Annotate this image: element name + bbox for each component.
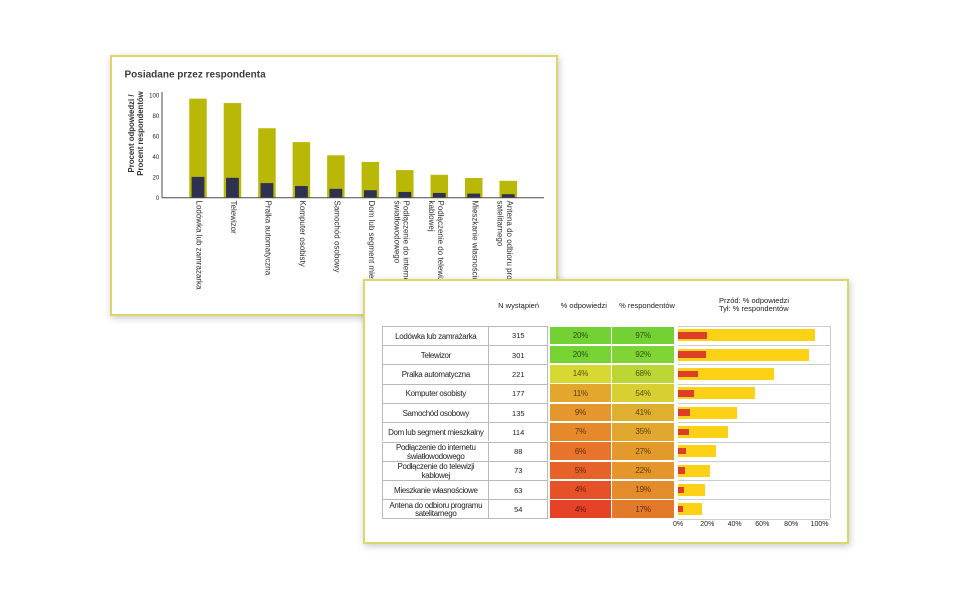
svg-text:Procent respondentów: Procent respondentów: [136, 90, 145, 175]
svg-text:Podłączenie do telewizji: Podłączenie do telewizji: [436, 201, 445, 286]
svg-text:Samochód osobowy: Samochód osobowy: [332, 201, 341, 273]
svg-text:Dom lub segment mieszkalny: Dom lub segment mieszkalny: [367, 201, 376, 305]
svg-text:0: 0: [156, 196, 160, 202]
svg-text:Lodówka lub zamrażarka: Lodówka lub zamrażarka: [195, 201, 204, 290]
svg-text:Komputer osobisty: Komputer osobisty: [298, 201, 307, 267]
svg-text:Procent odpowiedzi /: Procent odpowiedzi /: [127, 94, 136, 173]
svg-text:60: 60: [153, 135, 160, 141]
svg-text:Posiadane przez respondenta: Posiadane przez respondenta: [125, 70, 267, 81]
svg-text:80: 80: [153, 114, 160, 120]
svg-text:Pralka automatyczna: Pralka automatyczna: [263, 201, 272, 276]
svg-text:Telewizor: Telewizor: [229, 201, 238, 235]
svg-text:satelitarnego: satelitarnego: [496, 201, 505, 247]
svg-text:kablowej: kablowej: [427, 201, 436, 232]
svg-text:40: 40: [153, 155, 160, 161]
svg-text:Mieszkanie własnościowe: Mieszkanie własnościowe: [470, 201, 479, 293]
svg-text:100: 100: [149, 94, 160, 100]
svg-text:Antena do odbioru programu: Antena do odbioru programu: [505, 201, 514, 303]
svg-text:20: 20: [153, 176, 160, 182]
svg-text:światłowodowego: światłowodowego: [392, 201, 401, 264]
svg-text:Podłączenie do internetu: Podłączenie do internetu: [402, 201, 411, 289]
